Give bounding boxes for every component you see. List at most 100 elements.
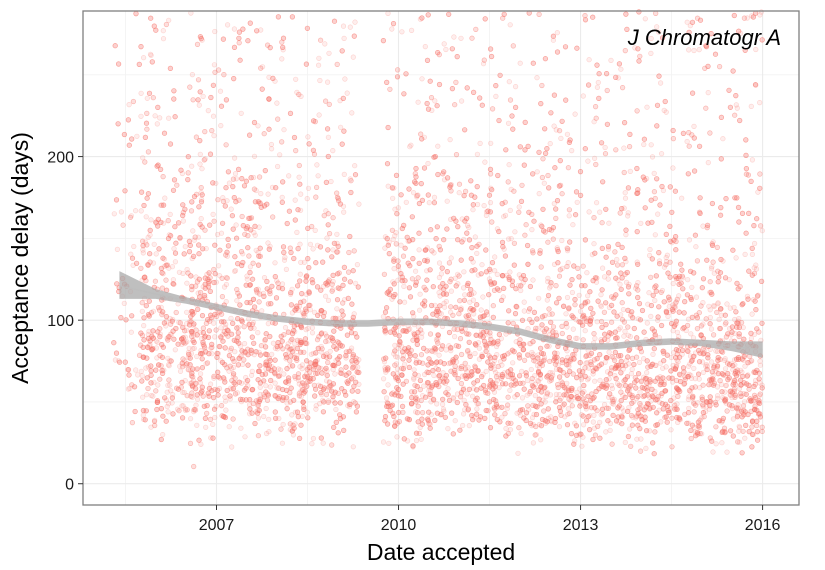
data-point (160, 36, 167, 42)
data-point (623, 232, 629, 238)
data-point (751, 331, 758, 337)
data-point (302, 374, 308, 381)
data-point (501, 214, 507, 220)
data-point (603, 429, 609, 435)
data-point (215, 231, 221, 238)
data-point (166, 115, 172, 121)
data-point (263, 383, 269, 389)
data-point (223, 407, 229, 413)
data-point (714, 365, 720, 372)
data-point (703, 404, 710, 410)
data-point (158, 202, 164, 208)
data-point (198, 347, 204, 354)
data-point (626, 385, 632, 391)
data-point (748, 103, 754, 109)
data-point (340, 203, 347, 209)
data-point (454, 359, 460, 365)
data-point (609, 400, 615, 406)
data-point (298, 383, 305, 389)
data-point (411, 190, 417, 196)
data-point (518, 287, 524, 294)
data-point (636, 359, 643, 366)
data-point (166, 17, 172, 23)
data-point (265, 240, 271, 246)
data-point (181, 389, 187, 395)
data-point (255, 407, 261, 413)
data-point (598, 292, 604, 298)
data-point (269, 351, 275, 357)
data-point (389, 296, 395, 302)
data-point (182, 407, 188, 413)
data-point (255, 249, 261, 256)
data-point (491, 366, 497, 373)
data-point (155, 339, 161, 345)
data-point (461, 397, 467, 404)
data-point (309, 330, 316, 336)
data-point (415, 192, 421, 198)
data-point (386, 239, 392, 245)
data-point (330, 397, 336, 403)
data-point (603, 381, 610, 388)
data-point (216, 375, 222, 381)
data-point (412, 333, 418, 339)
data-point (446, 360, 452, 367)
data-point (141, 323, 147, 329)
data-point (210, 421, 216, 428)
data-point (742, 363, 748, 369)
data-point (223, 281, 229, 288)
data-point (535, 352, 541, 358)
data-point (440, 401, 446, 408)
data-point (654, 24, 660, 30)
data-point (139, 308, 145, 314)
data-point (251, 174, 257, 181)
data-point (223, 321, 229, 328)
data-point (289, 428, 295, 434)
data-point (452, 275, 458, 281)
data-point (323, 293, 329, 299)
data-point (506, 236, 512, 242)
data-point (279, 56, 285, 62)
data-point (131, 243, 137, 250)
data-point (138, 208, 144, 214)
data-point (722, 356, 728, 362)
data-point (685, 277, 691, 283)
data-point (189, 71, 195, 78)
data-point (391, 185, 397, 191)
data-point (493, 369, 499, 376)
data-point (448, 309, 454, 315)
data-point (526, 341, 533, 347)
data-point (636, 413, 642, 419)
data-point (708, 326, 715, 332)
data-point (198, 371, 204, 377)
data-point (558, 395, 564, 401)
data-point (714, 393, 721, 399)
data-point (629, 366, 635, 373)
data-point (217, 273, 223, 279)
data-point (584, 270, 590, 276)
data-point (657, 80, 664, 86)
data-point (312, 227, 318, 233)
data-point (646, 394, 653, 400)
data-point (216, 385, 223, 392)
data-point (547, 141, 553, 147)
data-point (217, 344, 223, 350)
data-point (686, 237, 693, 243)
data-point (275, 366, 282, 372)
data-point (472, 234, 478, 240)
data-point (163, 318, 169, 325)
data-point (421, 134, 428, 140)
data-point (256, 397, 262, 403)
data-point (655, 211, 661, 217)
data-point (217, 88, 224, 94)
data-point (385, 183, 391, 189)
data-point (182, 406, 189, 412)
data-point (574, 199, 580, 205)
data-point (644, 104, 650, 110)
data-point (334, 306, 340, 312)
data-point (572, 111, 578, 117)
data-point (450, 395, 456, 401)
data-point (577, 386, 583, 392)
data-point (464, 391, 470, 397)
data-point (702, 408, 709, 415)
data-point (542, 313, 548, 319)
